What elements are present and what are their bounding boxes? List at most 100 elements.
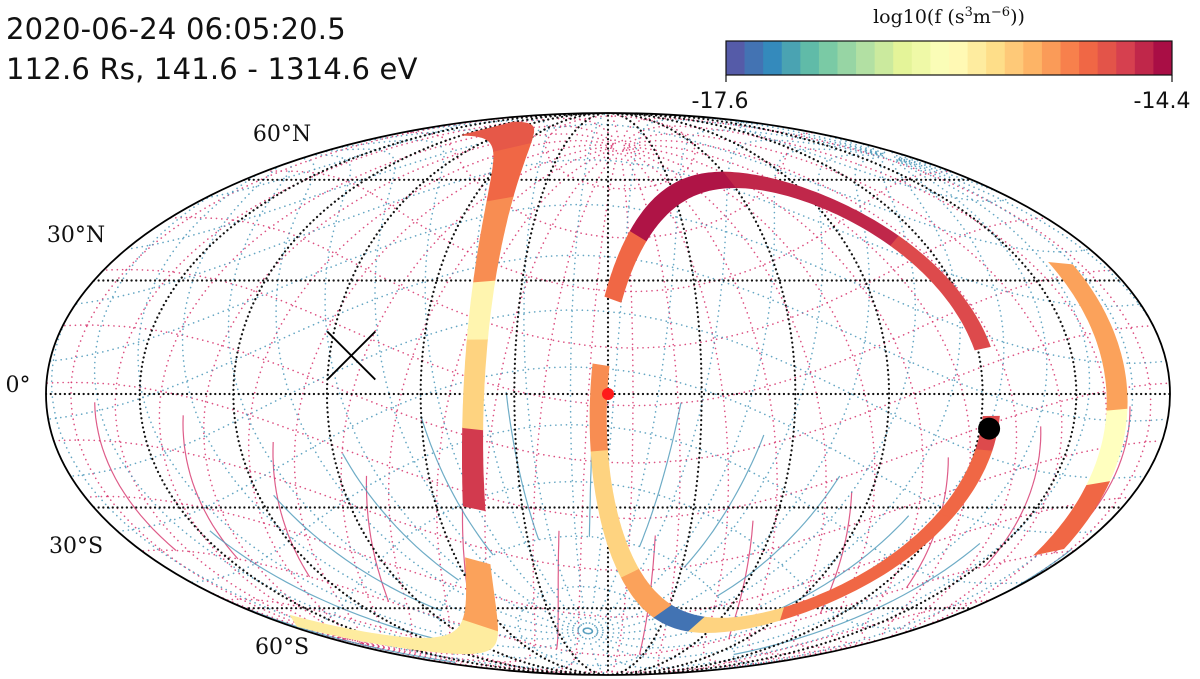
- field-line: [620, 148, 807, 671]
- map-boundary: [45, 112, 1171, 676]
- field-line: [410, 131, 815, 239]
- colorbar-title: log10(f (s3m−6)): [873, 5, 1025, 28]
- field-line: [897, 157, 932, 166]
- colorbar-level: [837, 41, 857, 75]
- colorbar-level: [930, 41, 950, 75]
- field-line-solid: [209, 530, 446, 642]
- distance-energy-label: 112.6 Rs, 141.6 - 1314.6 eV: [6, 52, 418, 86]
- field-line-solid: [182, 415, 239, 560]
- field-line-solid: [94, 402, 177, 551]
- ring-segment: [462, 557, 499, 632]
- meridian: [419, 113, 610, 675]
- colorbar-level: [763, 41, 783, 75]
- lat-label-60n: 60°N: [253, 122, 311, 147]
- field-line-solid: [365, 475, 389, 602]
- field-line: [203, 133, 617, 641]
- field-line: [588, 129, 882, 630]
- ring-segment: [629, 171, 736, 242]
- field-line: [588, 158, 1091, 669]
- lat-label-30n: 30°N: [47, 223, 105, 248]
- colorbar-level: [1134, 41, 1154, 75]
- field-line: [107, 495, 1130, 618]
- field-line: [591, 157, 961, 640]
- center-marker: [602, 388, 614, 400]
- field-line: [75, 159, 1108, 308]
- field-line: [295, 480, 899, 629]
- field-line: [226, 598, 242, 601]
- field-line: [569, 113, 883, 629]
- field-line: [889, 151, 894, 157]
- inner-ring: [589, 171, 1000, 633]
- field-line: [545, 115, 696, 190]
- outer-ring: [289, 121, 1128, 655]
- timestamp-label: 2020-06-24 06:05:20.5: [6, 12, 346, 46]
- ring-segment: [1032, 481, 1111, 556]
- colorbar-level: [726, 41, 745, 75]
- field-line: [340, 146, 616, 642]
- x-marker: [326, 330, 376, 381]
- field-line-solid: [984, 426, 1042, 567]
- field-line: [898, 158, 998, 193]
- field-line: [895, 157, 919, 162]
- field-line: [734, 121, 991, 203]
- meridian: [606, 113, 797, 675]
- colorbar-level: [967, 41, 987, 75]
- colorbar-gradient: [726, 41, 1173, 75]
- colorbar-level: [874, 41, 894, 75]
- distribution-rings: [289, 121, 1128, 655]
- ring-segment: [462, 427, 486, 512]
- field-line-solid: [342, 453, 460, 581]
- colorbar-level: [1097, 41, 1117, 75]
- colorbar-level: [856, 41, 876, 75]
- colorbar-max-label: -14.4: [1134, 89, 1191, 114]
- field-line: [360, 147, 617, 649]
- field-line: [64, 324, 89, 327]
- meridian: [513, 113, 610, 675]
- lat-label-0: 0°: [6, 373, 31, 398]
- field-line: [623, 147, 862, 649]
- field-line: [621, 125, 1108, 626]
- colorbar-level: [1153, 41, 1173, 75]
- field-line: [313, 154, 585, 631]
- dot-marker: [978, 417, 1001, 440]
- field-line: [623, 146, 876, 644]
- field-line-solid: [683, 434, 765, 568]
- field-line: [1107, 475, 1146, 479]
- field-line: [891, 154, 903, 158]
- colorbar-level: [744, 41, 764, 75]
- field-line: [280, 170, 950, 293]
- colorbar-level: [1079, 41, 1099, 75]
- field-line-solid: [716, 475, 841, 597]
- colorbar-min-label: -17.6: [692, 89, 749, 114]
- field-line: [50, 322, 588, 669]
- lat-label-30s: 30°S: [49, 534, 103, 559]
- field-line: [227, 161, 585, 634]
- colorbar-level: [893, 41, 913, 75]
- field-line: [84, 495, 109, 499]
- colorbar-level: [1116, 41, 1136, 75]
- field-line: [897, 626, 919, 629]
- field-line: [622, 133, 1063, 633]
- field-line: [247, 139, 617, 641]
- colorbar-level: [781, 41, 801, 75]
- colorbar-level: [818, 41, 838, 75]
- map-markers: [326, 330, 1001, 440]
- field-line: [621, 148, 833, 663]
- field-line-solid: [420, 416, 494, 556]
- field-line: [591, 156, 887, 632]
- field-line: [117, 366, 1065, 534]
- colorbar-level: [1023, 41, 1043, 75]
- field-line: [1129, 418, 1168, 422]
- ring-segment: [890, 235, 991, 351]
- field-line: [77, 439, 1161, 572]
- pink-field-grid: [46, 113, 1169, 675]
- field-line-solid: [733, 542, 981, 656]
- field-line: [114, 117, 619, 640]
- field-line: [1059, 248, 1090, 253]
- colorbar: log10(f (s3m−6)) -17.6 -14.4: [692, 5, 1191, 114]
- ring-segment: [589, 363, 610, 452]
- field-line: [590, 148, 884, 631]
- colorbar-frame: [725, 40, 1173, 76]
- field-line: [897, 158, 1151, 320]
